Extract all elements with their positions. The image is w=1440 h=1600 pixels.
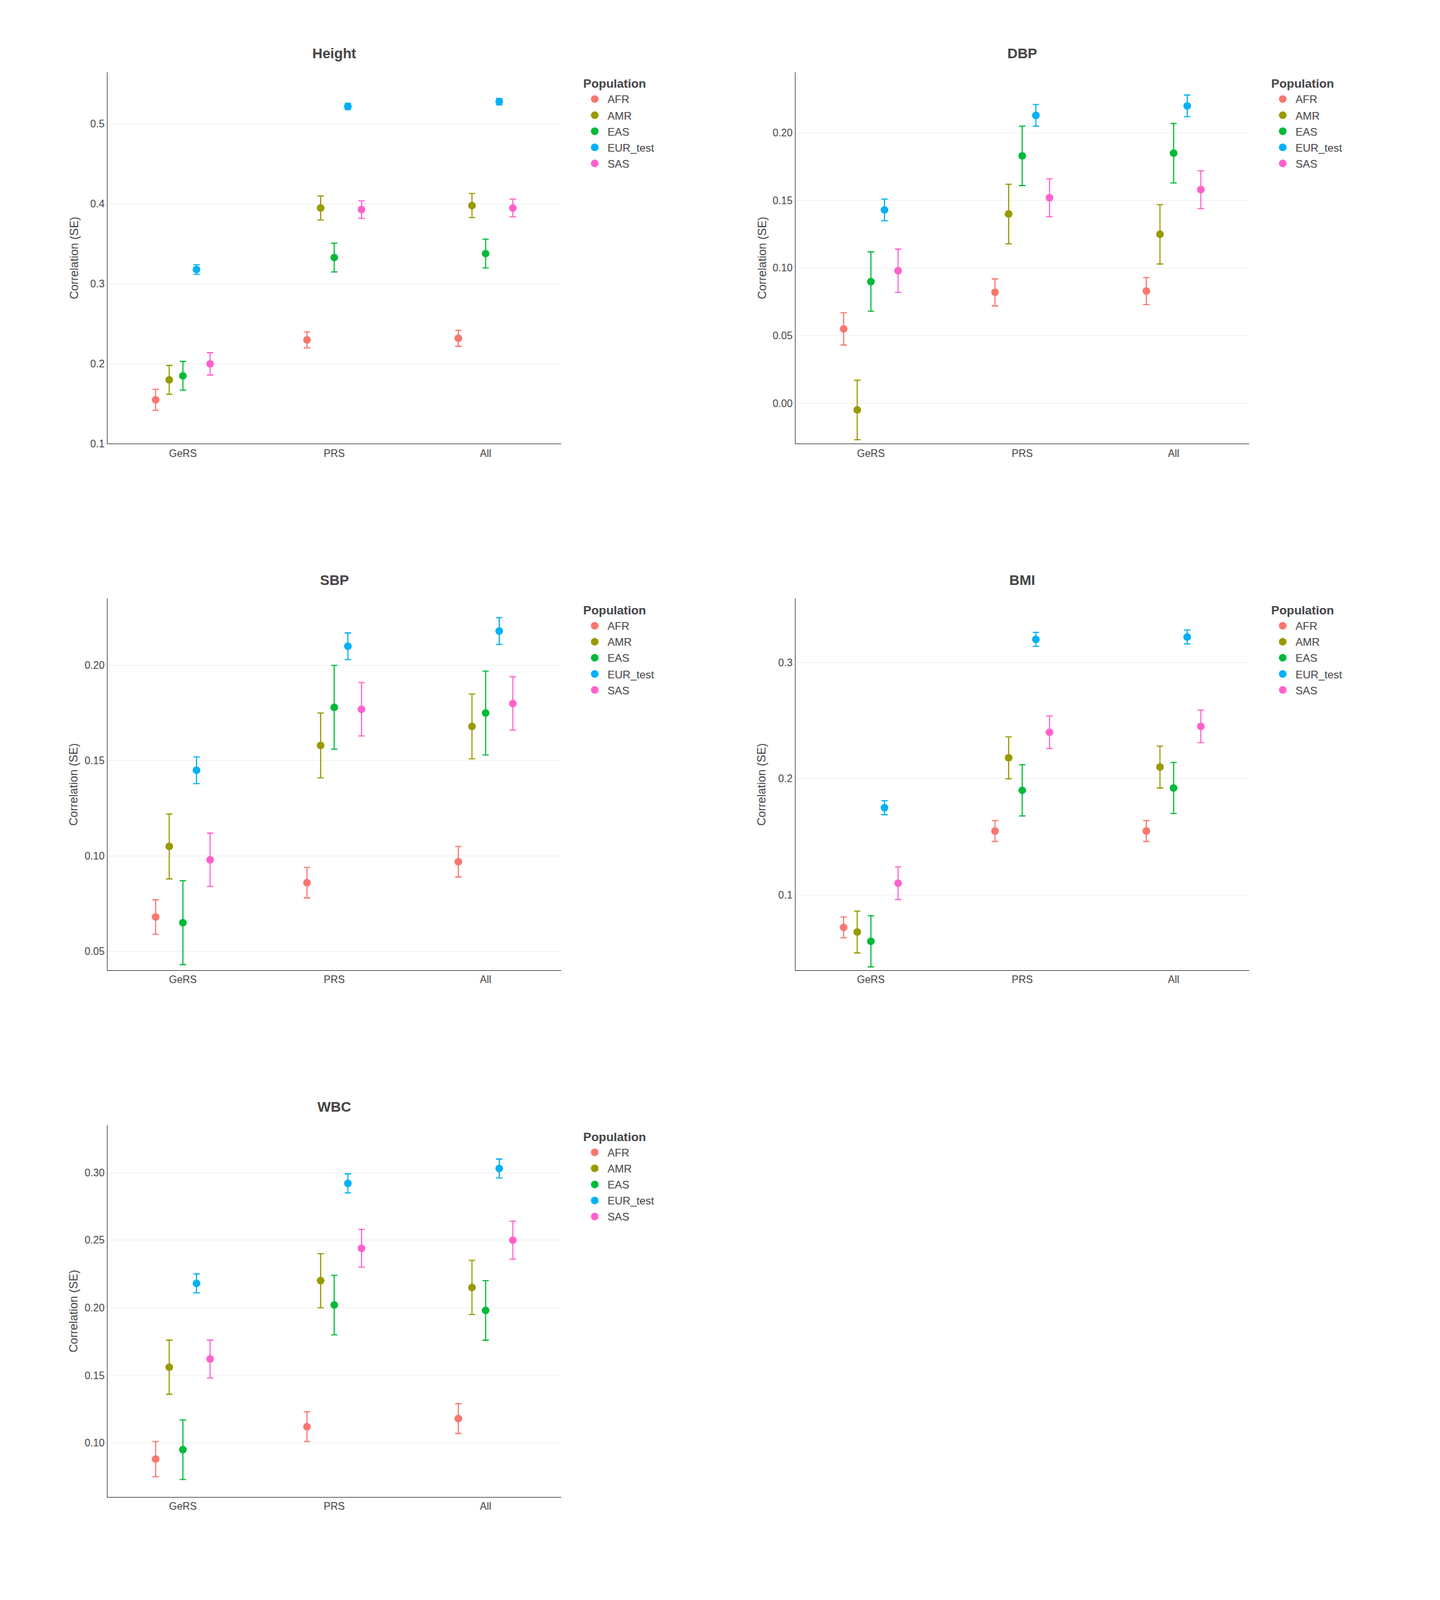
svg-text:AMR: AMR [607, 636, 632, 649]
svg-text:0.3: 0.3 [90, 278, 105, 290]
svg-text:0.10: 0.10 [84, 1437, 105, 1449]
svg-text:AFR: AFR [1295, 93, 1318, 106]
svg-text:PRS: PRS [1011, 448, 1033, 459]
svg-text:0.1: 0.1 [778, 889, 793, 901]
svg-text:EAS: EAS [607, 1178, 630, 1192]
svg-text:0.2: 0.2 [90, 358, 105, 370]
svg-text:SBP: SBP [320, 572, 349, 589]
svg-text:All: All [1168, 974, 1180, 985]
svg-text:AFR: AFR [1295, 620, 1318, 633]
svg-text:Correlation (SE): Correlation (SE) [755, 216, 769, 299]
svg-text:EUR_test: EUR_test [1295, 668, 1343, 681]
svg-text:GeRS: GeRS [168, 448, 198, 459]
svg-text:Correlation (SE): Correlation (SE) [67, 743, 81, 826]
svg-text:0.20: 0.20 [772, 127, 793, 139]
svg-text:PRS: PRS [323, 1500, 345, 1512]
svg-text:0.20: 0.20 [84, 659, 105, 671]
svg-text:0.05: 0.05 [772, 330, 793, 342]
svg-text:0.25: 0.25 [84, 1234, 105, 1246]
svg-text:Correlation (SE): Correlation (SE) [67, 1269, 81, 1353]
svg-text:PRS: PRS [1011, 974, 1033, 985]
svg-text:0.4: 0.4 [90, 198, 105, 210]
svg-text:0.15: 0.15 [84, 1370, 105, 1382]
svg-text:AMR: AMR [607, 1162, 632, 1176]
svg-text:0.20: 0.20 [84, 1302, 105, 1314]
svg-text:AMR: AMR [607, 110, 632, 123]
svg-text:WBC: WBC [317, 1098, 352, 1115]
svg-text:BMI: BMI [1009, 572, 1035, 589]
svg-text:GeRS: GeRS [168, 974, 198, 985]
svg-text:AFR: AFR [607, 1146, 630, 1160]
svg-text:Population: Population [1271, 76, 1334, 91]
svg-text:EAS: EAS [1295, 652, 1318, 665]
svg-text:0.10: 0.10 [772, 262, 793, 274]
svg-text:All: All [480, 1500, 492, 1512]
svg-text:Population: Population [583, 76, 646, 91]
svg-text:DBP: DBP [1007, 45, 1037, 62]
svg-text:0.2: 0.2 [778, 773, 793, 784]
svg-text:EUR_test: EUR_test [607, 1194, 655, 1208]
svg-text:0.5: 0.5 [90, 118, 105, 130]
svg-text:EUR_test: EUR_test [607, 668, 655, 681]
svg-text:All: All [1168, 448, 1180, 459]
svg-text:0.15: 0.15 [772, 195, 793, 207]
svg-text:GeRS: GeRS [168, 1500, 198, 1512]
svg-text:AFR: AFR [607, 620, 630, 633]
svg-text:0.30: 0.30 [84, 1167, 105, 1179]
svg-text:EAS: EAS [1295, 126, 1318, 139]
svg-text:Population: Population [583, 603, 646, 617]
svg-text:Population: Population [1271, 603, 1334, 617]
svg-text:EAS: EAS [607, 126, 630, 139]
svg-text:0.3: 0.3 [778, 657, 793, 669]
svg-text:All: All [480, 448, 492, 459]
svg-text:GeRS: GeRS [856, 448, 886, 459]
svg-text:SAS: SAS [607, 1210, 630, 1224]
svg-text:SAS: SAS [607, 684, 630, 697]
svg-text:EAS: EAS [607, 652, 630, 665]
svg-text:SAS: SAS [1295, 684, 1318, 697]
svg-text:All: All [480, 974, 492, 985]
svg-text:0.1: 0.1 [90, 438, 105, 450]
svg-text:PRS: PRS [323, 974, 345, 985]
svg-text:0.00: 0.00 [772, 398, 793, 409]
svg-text:Correlation (SE): Correlation (SE) [755, 743, 769, 826]
svg-text:GeRS: GeRS [856, 974, 886, 985]
svg-text:AFR: AFR [607, 93, 630, 106]
svg-text:Height: Height [312, 45, 357, 62]
svg-text:Population: Population [583, 1130, 646, 1144]
svg-text:0.05: 0.05 [84, 945, 105, 957]
svg-text:SAS: SAS [1295, 158, 1318, 171]
svg-text:EUR_test: EUR_test [607, 142, 655, 155]
svg-text:PRS: PRS [323, 448, 345, 459]
svg-text:Correlation (SE): Correlation (SE) [67, 216, 81, 299]
svg-text:0.10: 0.10 [84, 850, 105, 862]
svg-text:AMR: AMR [1295, 636, 1320, 649]
svg-text:0.15: 0.15 [84, 755, 105, 767]
svg-text:SAS: SAS [607, 158, 630, 171]
svg-text:EUR_test: EUR_test [1295, 142, 1343, 155]
svg-text:AMR: AMR [1295, 110, 1320, 123]
